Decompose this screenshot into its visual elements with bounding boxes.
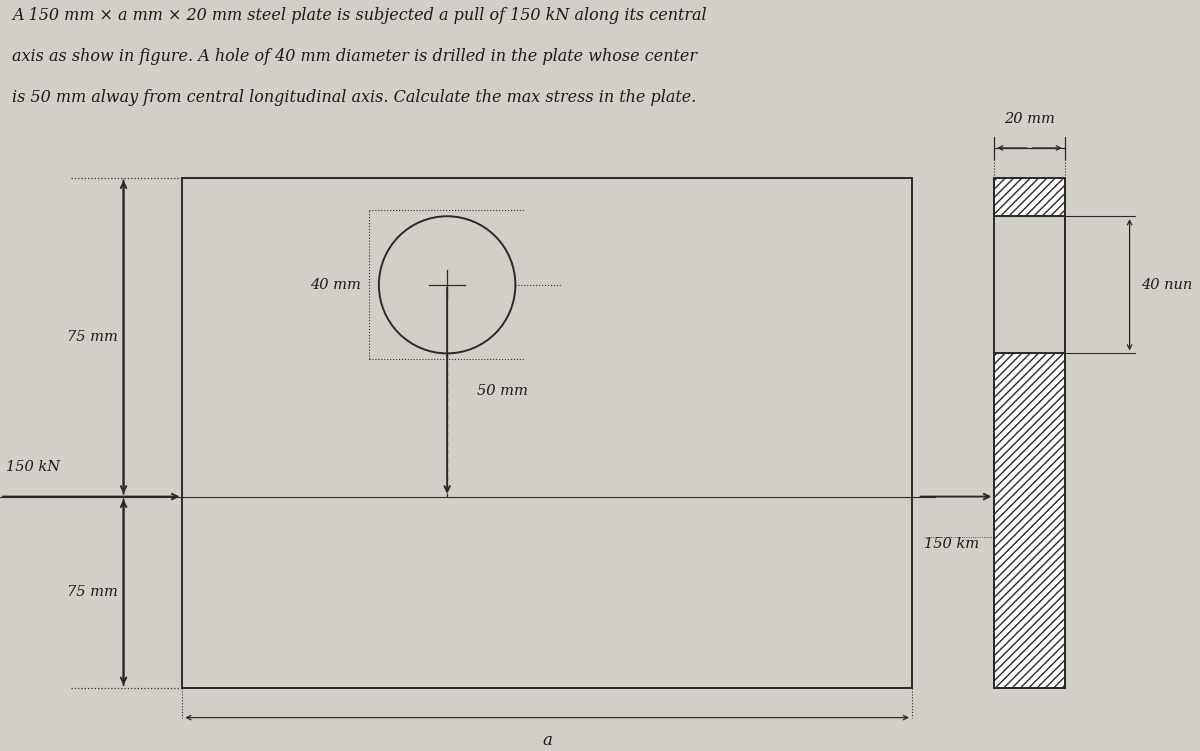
Text: 40 mm: 40 mm — [311, 278, 361, 292]
Bar — [995, 354, 1064, 688]
Text: 150 kN: 150 kN — [6, 460, 60, 474]
Text: 20 mm: 20 mm — [1004, 112, 1055, 125]
Bar — [182, 177, 912, 688]
Bar — [995, 177, 1064, 688]
Text: 50 mm: 50 mm — [476, 384, 528, 398]
Text: a: a — [542, 732, 552, 749]
Text: is 50 mm alway from central longitudinal axis. Calculate the max stress in the p: is 50 mm alway from central longitudinal… — [12, 89, 696, 106]
Text: 40 nun: 40 nun — [1141, 278, 1193, 292]
Text: 75 mm: 75 mm — [67, 330, 118, 344]
Text: A 150 mm × a mm × 20 mm steel plate is subjected a pull of 150 kN along its cent: A 150 mm × a mm × 20 mm steel plate is s… — [12, 8, 707, 24]
Bar — [995, 177, 1064, 216]
Text: 150 km: 150 km — [924, 537, 979, 551]
Text: axis as show in figure. A hole of 40 mm diameter is drilled in the plate whose c: axis as show in figure. A hole of 40 mm … — [12, 48, 697, 65]
Text: 75 mm: 75 mm — [67, 585, 118, 599]
